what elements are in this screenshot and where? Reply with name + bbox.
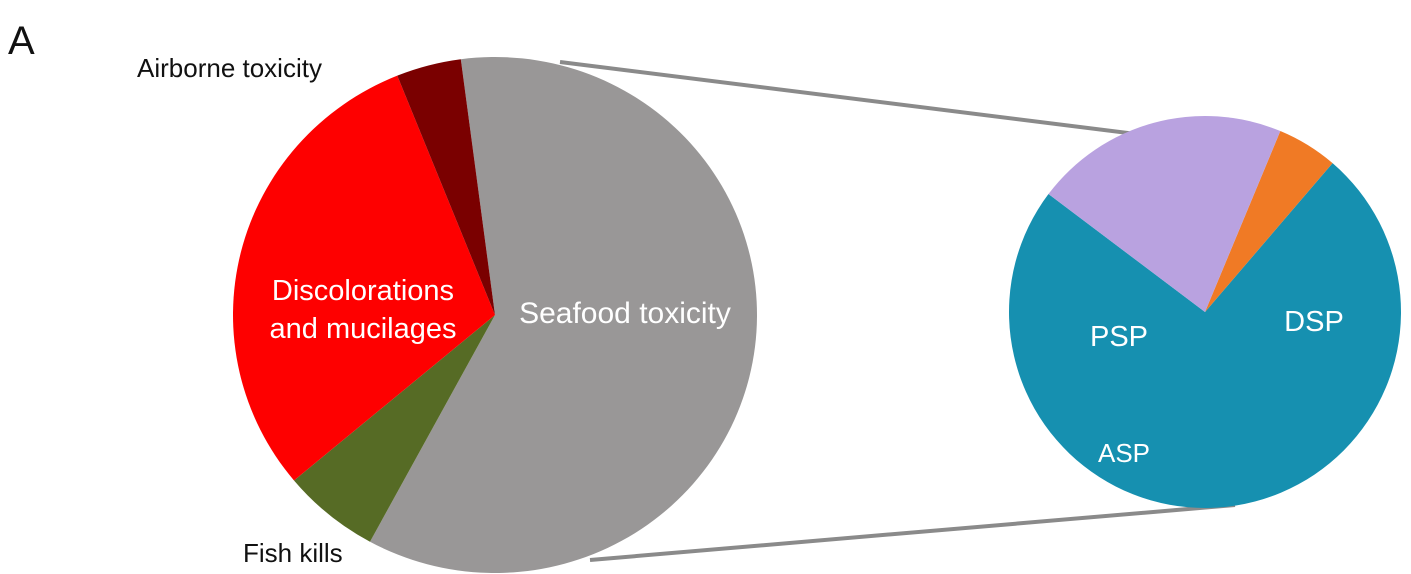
slice-label-asp: ASP: [1098, 438, 1150, 468]
connector-line-bottom: [589, 503, 1236, 562]
slice-label-dsp: DSP: [1284, 306, 1344, 338]
pie-slice-asp: [1205, 131, 1333, 312]
connector-line-top: [559, 60, 1233, 148]
connector-lines: [559, 60, 1236, 562]
slice-label-psp: PSP: [1090, 321, 1148, 353]
slice-label-fish-kills: Fish kills: [243, 538, 343, 568]
pie-slice-dsp: [1008, 163, 1401, 508]
pie-slice-fish-kills: [294, 315, 495, 542]
slice-labels: Seafood toxicity Fish kills Discoloratio…: [137, 53, 1344, 568]
main-pie: [232, 56, 758, 573]
detail-pie: [1008, 115, 1401, 508]
slice-label-seafood-toxicity: Seafood toxicity: [519, 297, 731, 330]
pie-slice-seafood-toxicity: [369, 56, 758, 573]
pie-slice-airborne-toxicity: [397, 59, 495, 315]
pie-slice-discolorations-and-mucilages: [232, 75, 495, 481]
panel-label: A: [8, 19, 35, 63]
pie-slice-psp: [1048, 115, 1281, 312]
slice-label-discolorations: Discolorations and mucilages: [270, 275, 457, 345]
slice-label-airborne-toxicity: Airborne toxicity: [137, 53, 322, 83]
